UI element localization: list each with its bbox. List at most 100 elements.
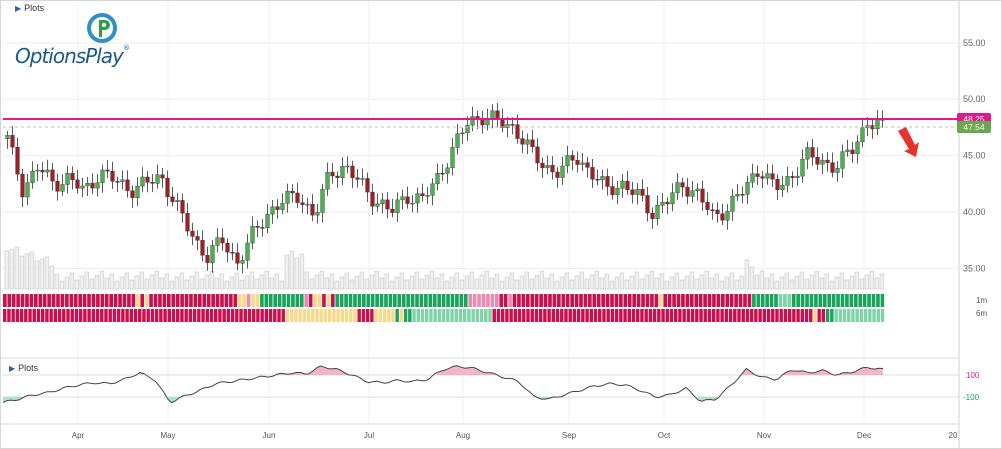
volume-bar [524,271,530,290]
trend-strip-6m-cell [281,309,285,322]
trend-strip-6m-cell [205,309,209,322]
plots-toggle-top[interactable]: ▶ Plots [15,3,44,13]
candle-up [135,185,140,198]
candle-down [105,169,110,172]
candle-down [180,200,185,214]
volume-bar [124,272,130,290]
volume-bar [344,272,350,290]
volume-bar [119,276,125,290]
volume-bar [189,275,195,290]
volume-bar [769,273,775,290]
trend-strip-6m-cell [606,309,610,322]
volume-bar [709,277,715,290]
trend-strip-6m-cell [391,309,395,322]
candle-up [545,165,550,169]
volume-bar [484,270,490,290]
volume-bar [164,273,170,290]
candle-up [635,189,640,195]
volume-bar [334,280,340,290]
candle-up [795,175,800,178]
volume-bar [249,271,255,290]
trend-strip-1m-cell [104,294,109,307]
volume-bar [734,279,740,290]
trend-strip-6m-cell [268,309,273,322]
trend-strip-1m-cell [738,294,743,307]
candle-up [655,205,660,219]
volume-bar [489,277,495,290]
trend-strip-1m-cell [818,294,823,307]
trend-strip-1m-cell [530,294,535,307]
trend-strip-1m-cell [29,294,34,307]
candle-down [440,173,445,175]
plots-toggle-bottom[interactable]: ▶ Plots [9,363,38,373]
trend-strip-1m-cell [809,294,814,307]
trend-strip-1m-cell [277,294,282,307]
trend-strip-6m-cell [560,309,564,322]
trend-strip-1m-cell [135,294,140,307]
trend-strip-6m-cell [403,309,408,322]
trend-strip-6m-cell [323,309,328,322]
trend-strip-1m-cell [752,294,756,307]
trend-strip-6m-cell [779,309,783,322]
trend-strip-6m-cell [859,309,864,322]
volume-bar [409,275,415,290]
trend-strip-1m-cell [131,294,136,307]
trend-strip-6m-cell [555,309,560,322]
volume-bar [704,270,710,290]
volume-bar [439,273,445,290]
candle-up [615,188,620,196]
volume-bar [29,251,35,290]
trend-strip-6m-cell [492,309,496,322]
candle-down [185,212,190,232]
trend-strip-6m-cell [45,309,49,322]
candle-down [350,165,355,178]
candle-up [140,176,145,187]
trend-strip-6m-cell [226,309,231,322]
trend-strip-1m-cell [353,294,357,307]
candle-down [825,159,830,163]
trend-strip-6m-cell [678,309,682,322]
trend-strip-6m-cell [222,309,226,322]
candle-down [550,165,555,173]
trend-strip-1m-cell [459,294,464,307]
trend-strip-6m-cell [745,309,750,322]
trend-strip-6m-cell [264,309,269,322]
trend-strip-6m-cell [146,309,150,322]
volume-bar [244,275,250,290]
trend-strip-1m-cell [153,294,158,307]
trend-strip-1m-cell [654,294,659,307]
volume-bar [744,259,750,290]
candle-down [540,162,545,169]
volume-bar [494,273,500,290]
volume-bar [299,253,305,290]
volume-bar [379,277,385,290]
trend-strip-6m-cell [783,309,788,322]
trend-strip-6m-cell [500,309,505,322]
oscillator-line [2,365,884,404]
volume-bar [389,280,395,290]
trend-strip-1m-cell [871,294,876,307]
trend-strip-1m-cell [375,294,379,307]
logo-icon [87,13,117,43]
trend-strip-1m-cell [619,294,623,307]
trend-strip-6m-cell [91,309,96,322]
candle-down [760,176,765,179]
trend-strip-1m-cell [650,294,654,307]
volume-bar [4,250,10,290]
trend-strip-6m-cell [640,309,644,322]
trend-strip-1m-cell [38,294,43,307]
volume-bar [609,280,615,290]
plots-label: Plots [24,3,45,13]
candle-down [70,173,75,181]
trend-strip-6m-cell [585,309,589,322]
volume-bar [329,273,335,290]
trend-strip-6m-cell [462,309,467,322]
trend-strip-6m-cell [762,309,767,322]
price-tick-label: 50.00 [963,94,986,104]
trend-strip-6m-cell [522,309,526,322]
trend-strip-1m-cell [734,294,738,307]
trend-strip-1m-cell [282,294,286,307]
oscillator-oversold-fill [537,397,558,400]
volume-bar [354,275,360,290]
trend-strip-1m-cell [51,294,56,307]
